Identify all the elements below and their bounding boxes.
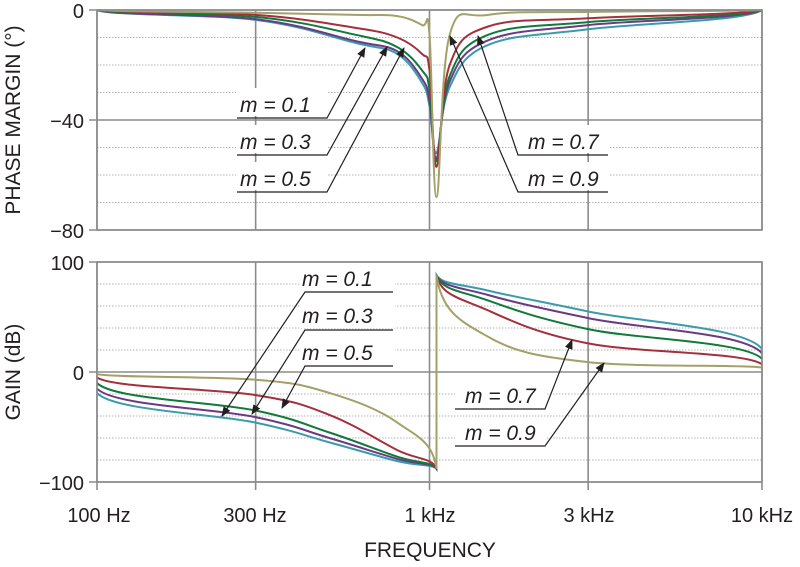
gain-ytick-0: 100: [51, 253, 84, 275]
phase-label-m09: m = 0.9: [528, 168, 599, 191]
xtick-2: 1 kHz: [404, 505, 455, 527]
gain-ytick-1: 0: [73, 363, 84, 385]
phase-ytick-2: −80: [50, 221, 84, 243]
gain-series-line-3: [96, 274, 763, 470]
gain-label-m05: m = 0.5: [302, 342, 373, 365]
phase-series-line-4: [96, 9, 763, 199]
leader-gain-m03: [251, 329, 393, 415]
leader-gain-m05: [281, 365, 393, 409]
phase-label-m05: m = 0.5: [240, 168, 311, 191]
phase-annotations: [236, 35, 610, 193]
phase-ytick-1: −40: [50, 111, 84, 133]
plot-frame: [96, 9, 763, 231]
gain-label-m01: m = 0.1: [302, 268, 373, 291]
gain-series-line-4: [96, 275, 763, 469]
leader-phase-m09: [449, 35, 608, 193]
gain-y-axis-label: GAIN (dB): [2, 324, 25, 421]
xtick-3: 3 kHz: [563, 505, 614, 527]
xtick-1: 300 Hz: [223, 505, 286, 527]
leader-phase-m07: [477, 35, 608, 156]
leader-gain-m01: [221, 291, 393, 417]
leader-phase-m05: [237, 47, 405, 193]
gain-ytick-2: −100: [39, 473, 84, 495]
phase-ytick-0: 0: [73, 1, 84, 23]
plot-frame: [96, 261, 763, 483]
plot-frames: [96, 9, 763, 483]
leader-gain-m09: [455, 362, 605, 447]
phase-label-m07: m = 0.7: [528, 131, 600, 154]
x-axis-label: FREQUENCY: [364, 539, 496, 562]
grid: [89, 9, 763, 490]
gain-annotations: [221, 264, 605, 447]
phase-y-axis-label: PHASE MARGIN (°): [2, 25, 25, 214]
xtick-4: 10 kHz: [731, 505, 793, 527]
leader-gain-m07: [455, 339, 573, 410]
gain-label-m09: m = 0.9: [465, 422, 536, 445]
phase-label-m03: m = 0.3: [240, 131, 311, 154]
phase-label-m01: m = 0.1: [240, 94, 311, 117]
gain-label-m03: m = 0.3: [302, 305, 373, 328]
xtick-0: 100 Hz: [67, 505, 130, 527]
gain-label-m07: m = 0.7: [465, 385, 537, 408]
leader-phase-m01: [237, 47, 366, 119]
leader-phase-m03: [237, 46, 388, 156]
